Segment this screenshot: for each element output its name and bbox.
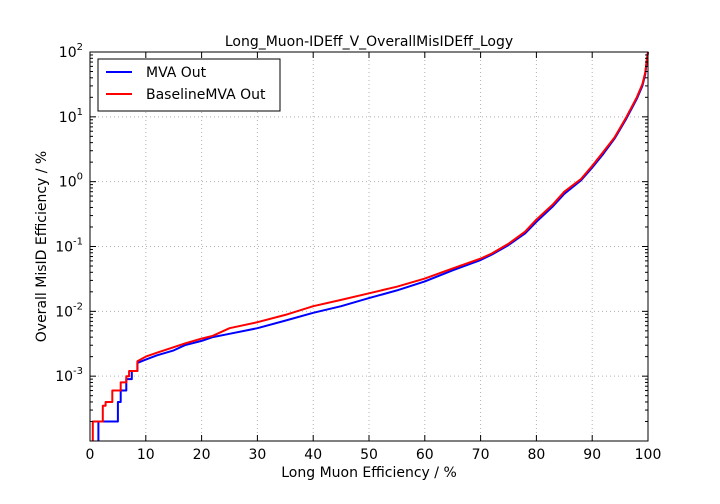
x-tick-label: 100 bbox=[635, 447, 662, 463]
x-tick-label: 20 bbox=[193, 447, 211, 463]
y-tick-label: 10-3 bbox=[55, 366, 83, 385]
y-axis-label: Overall MisID Efficiency / % bbox=[34, 151, 50, 342]
x-axis-label: Long Muon Efficiency / % bbox=[281, 465, 457, 481]
x-tick-label: 60 bbox=[416, 447, 434, 463]
x-tick-label: 0 bbox=[86, 447, 95, 463]
y-tick-label: 10-1 bbox=[55, 237, 83, 256]
x-tick-label: 10 bbox=[137, 447, 155, 463]
chart-title: Long_Muon-IDEff_V_OverallMisIDEff_Logy bbox=[225, 34, 513, 50]
series-line-baselinemva-out bbox=[91, 51, 649, 441]
legend: MVA Out BaselineMVA Out bbox=[97, 58, 281, 112]
ticks: 0 10 20 30 40 50 60 70 80 90 100 10-3 10-2 10-1 100 101… bbox=[55, 42, 661, 463]
x-tick-label: 80 bbox=[527, 447, 545, 463]
x-tick-label: 40 bbox=[304, 447, 322, 463]
legend-label: BaselineMVA Out bbox=[146, 87, 266, 103]
y-tick-label: 102 bbox=[59, 42, 83, 61]
y-tick-label: 10-2 bbox=[55, 301, 83, 320]
legend-box bbox=[97, 58, 281, 112]
x-tick-label: 50 bbox=[360, 447, 378, 463]
series-layer bbox=[91, 51, 649, 441]
y-tick-label: 100 bbox=[59, 172, 83, 191]
x-tick-label: 90 bbox=[583, 447, 601, 463]
x-tick-label: 30 bbox=[248, 447, 266, 463]
y-tick-label: 101 bbox=[59, 107, 83, 126]
grid bbox=[90, 52, 648, 441]
legend-label: MVA Out bbox=[146, 65, 207, 81]
x-tick-label: 70 bbox=[472, 447, 490, 463]
